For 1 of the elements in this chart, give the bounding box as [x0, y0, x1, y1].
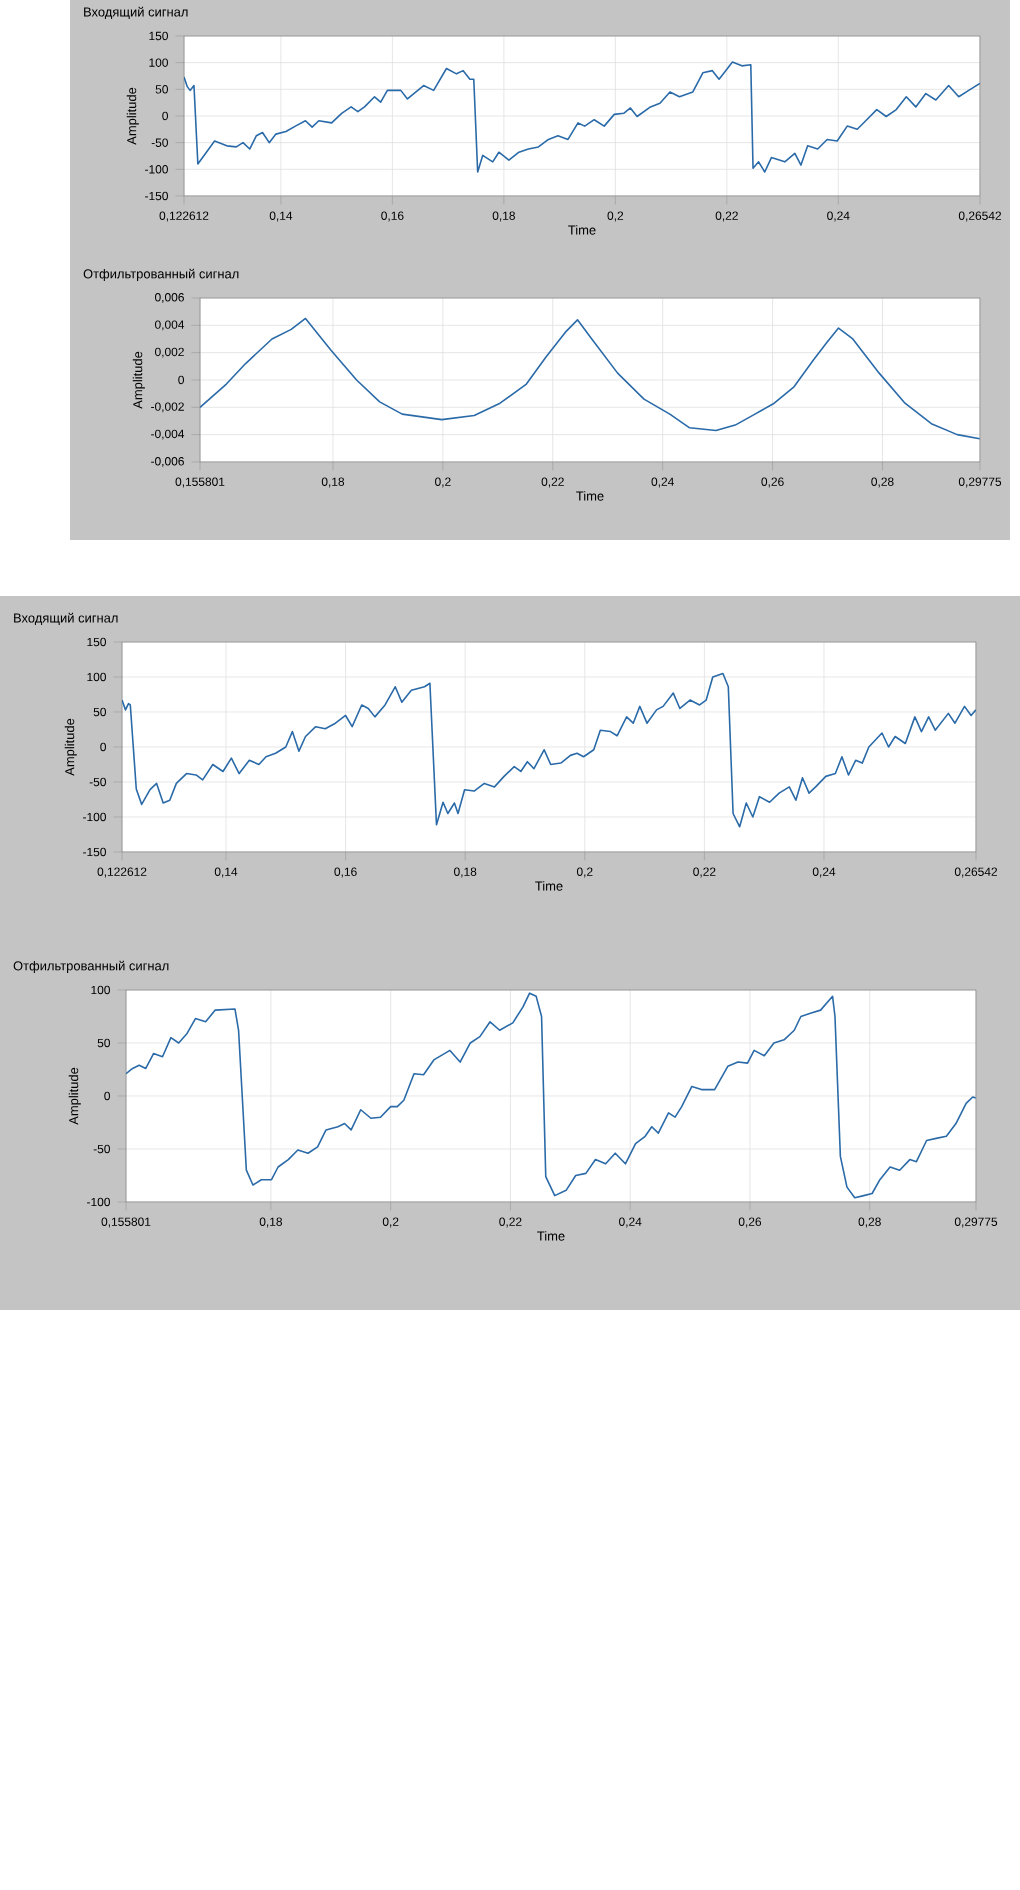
line-series — [184, 61, 980, 173]
